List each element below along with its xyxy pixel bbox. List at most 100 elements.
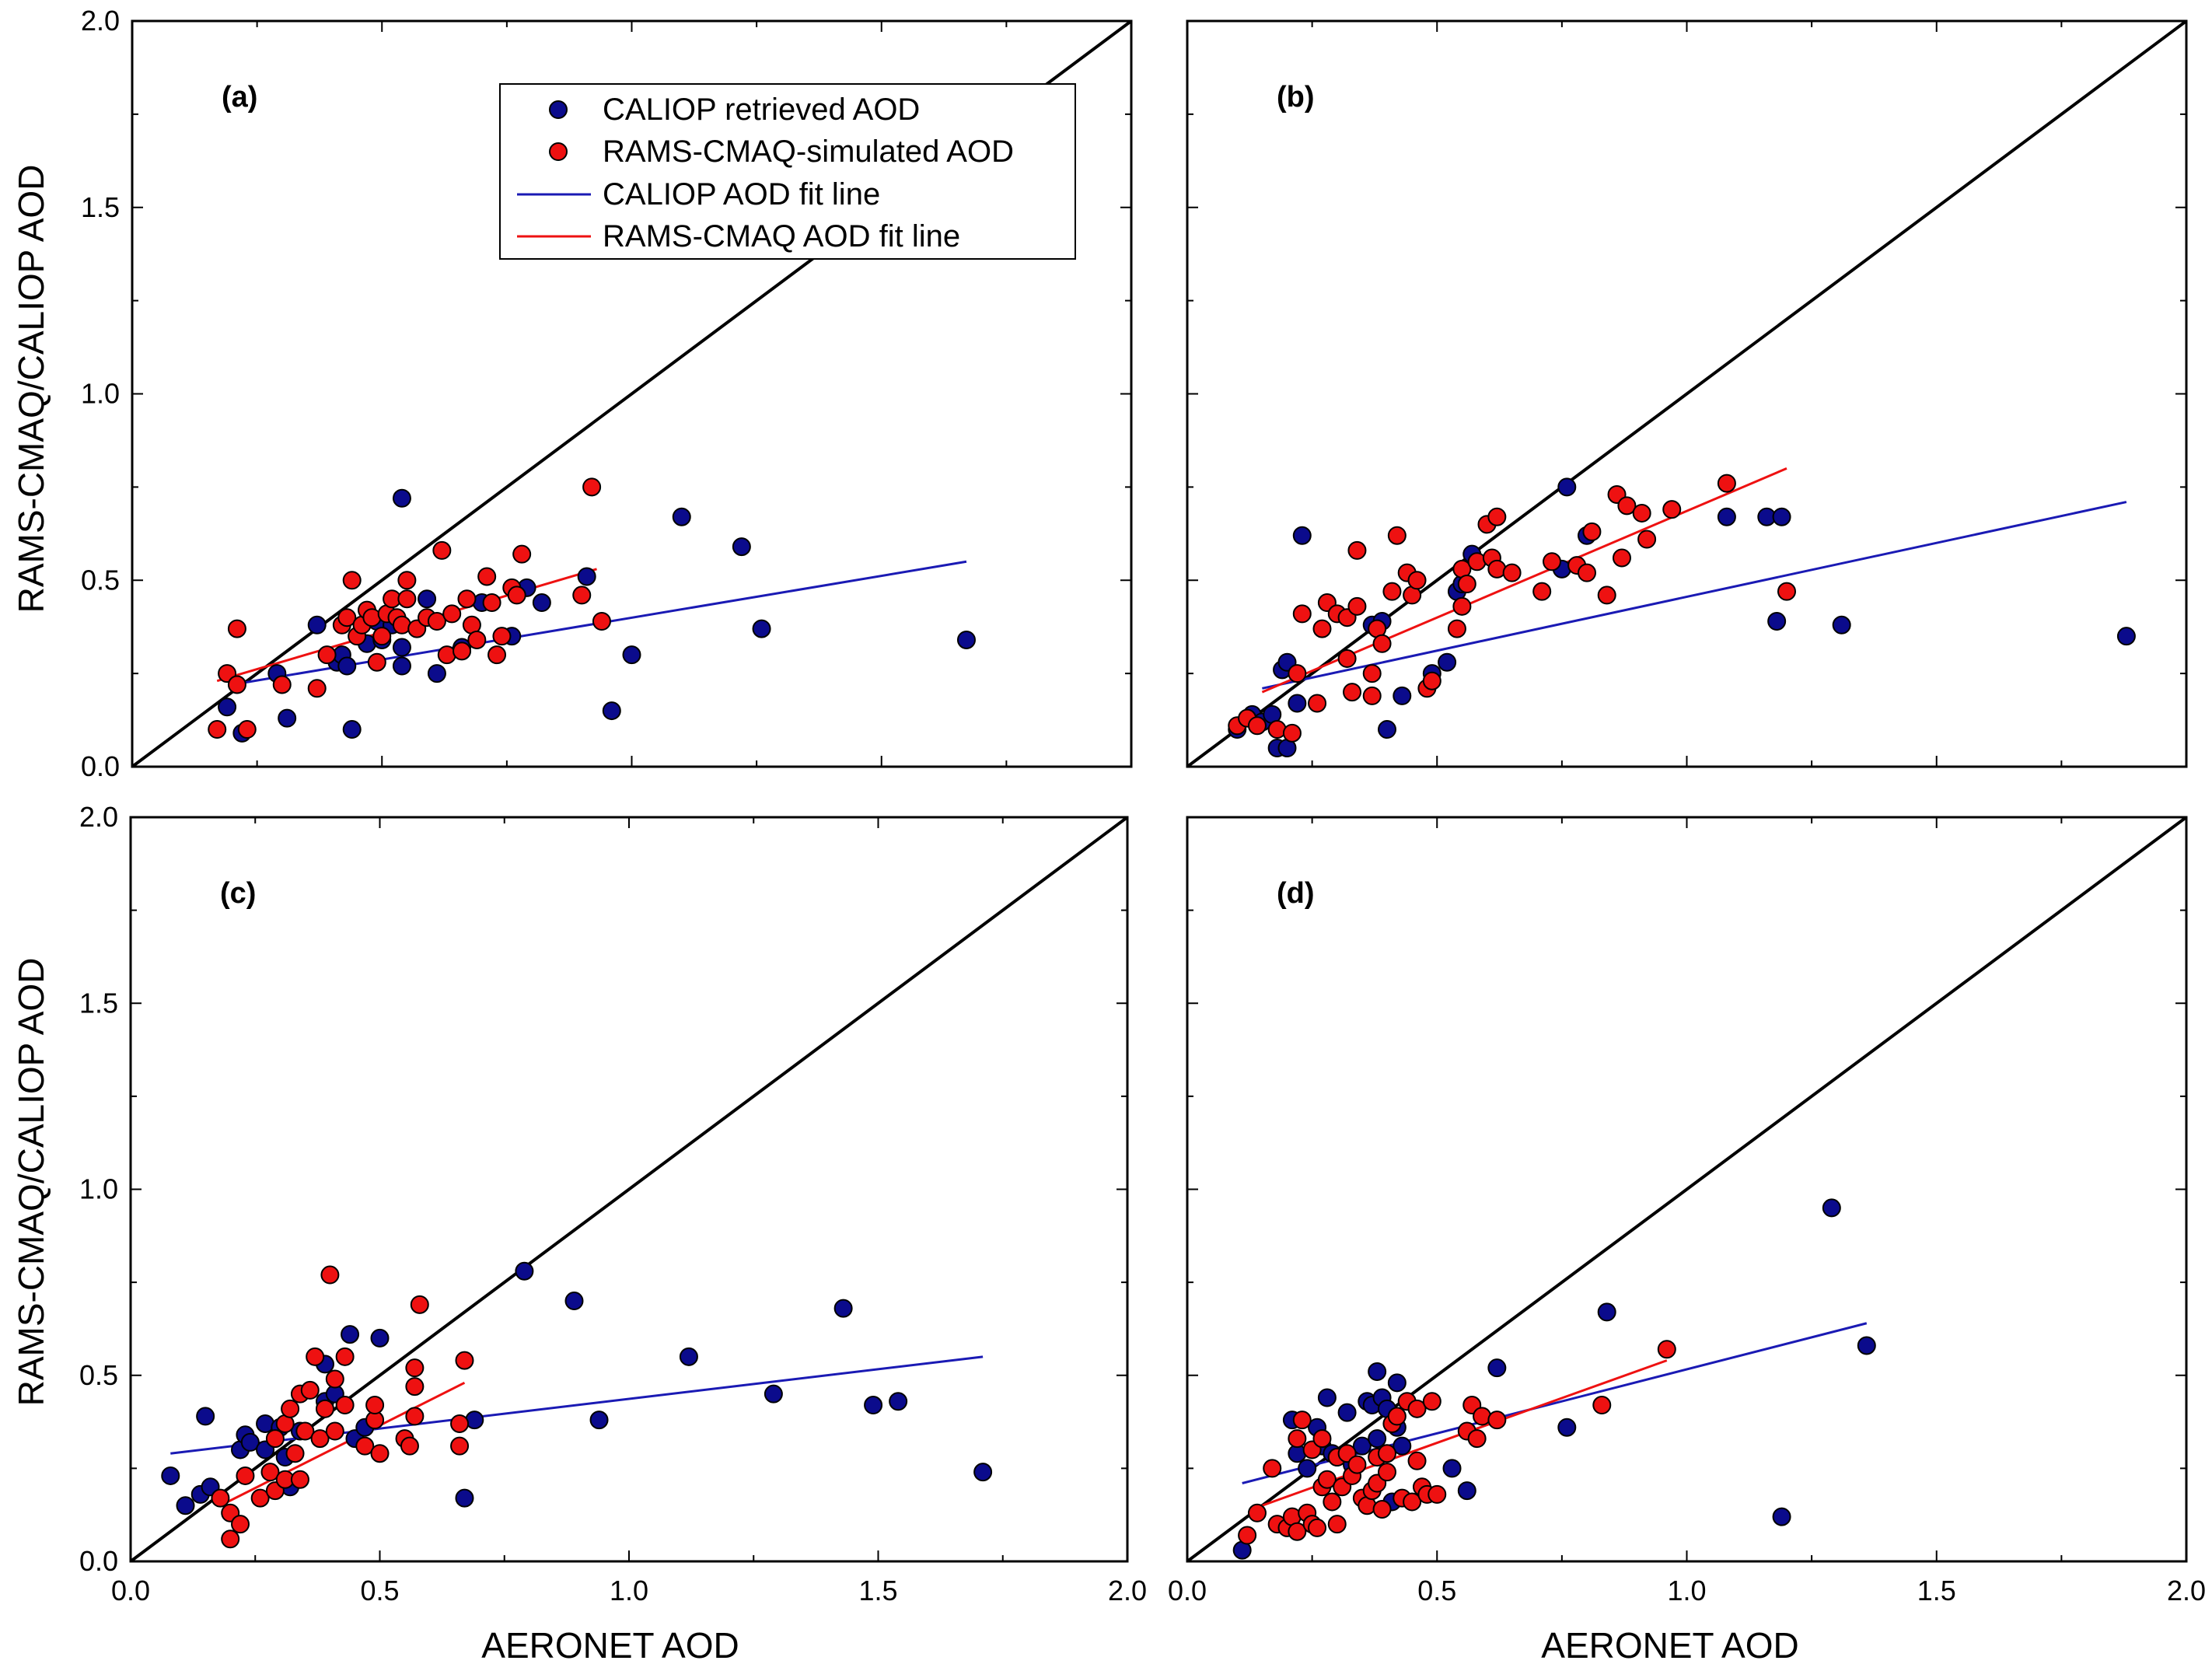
rams-point bbox=[1382, 582, 1402, 601]
rams-point bbox=[467, 630, 487, 649]
y-tick-label: 2.0 bbox=[81, 5, 120, 37]
rams-point bbox=[1327, 1515, 1347, 1534]
panel-label: (b) bbox=[1277, 81, 1315, 114]
rams-point bbox=[1717, 474, 1736, 493]
rams-point bbox=[370, 1444, 390, 1463]
rams-point bbox=[1378, 1463, 1396, 1482]
plot-area bbox=[132, 21, 1131, 767]
rams-point bbox=[295, 1421, 315, 1441]
rams-point bbox=[397, 589, 417, 609]
rams-point bbox=[1632, 503, 1651, 523]
caliop-point bbox=[240, 1432, 260, 1452]
plot-area bbox=[131, 817, 1127, 1561]
rams-point bbox=[1427, 1484, 1447, 1504]
caliop-point bbox=[1288, 694, 1307, 713]
rams-point bbox=[1247, 1503, 1267, 1522]
caliop-point bbox=[1717, 507, 1736, 526]
caliop-point bbox=[752, 619, 771, 638]
rams-point bbox=[1502, 563, 1522, 582]
caliop-point bbox=[1352, 1436, 1372, 1456]
plot-area bbox=[1187, 817, 2186, 1561]
rams-point bbox=[453, 641, 472, 661]
caliop-point bbox=[1393, 1436, 1412, 1456]
rams-point bbox=[457, 589, 477, 609]
rams-point bbox=[1447, 619, 1466, 638]
rams-point bbox=[337, 608, 357, 628]
caliop-point bbox=[1487, 1358, 1507, 1378]
rams-point bbox=[397, 571, 417, 590]
panel-frame bbox=[1186, 816, 2188, 1563]
rams-point bbox=[455, 1351, 474, 1370]
caliop-point bbox=[1597, 1302, 1616, 1322]
rams-point bbox=[365, 1396, 385, 1415]
rams-point bbox=[310, 1429, 330, 1449]
rams-point bbox=[265, 1429, 285, 1449]
caliop-point bbox=[341, 1325, 360, 1344]
y-tick-label: 0.0 bbox=[81, 750, 120, 782]
rams-point bbox=[208, 720, 227, 739]
rams-point bbox=[306, 1347, 325, 1366]
rams-point bbox=[1347, 596, 1367, 616]
x-tick-label: 0.5 bbox=[1417, 1575, 1456, 1606]
rams-point bbox=[592, 611, 611, 631]
caliop-point bbox=[577, 567, 596, 586]
y-tick-label: 1.5 bbox=[81, 191, 120, 223]
rams-point bbox=[1597, 586, 1616, 605]
caliop-point bbox=[278, 708, 297, 728]
rams-point bbox=[1407, 1399, 1427, 1418]
legend-caliop-marker bbox=[549, 100, 568, 119]
legend-box bbox=[499, 83, 1076, 260]
rams-point bbox=[1452, 596, 1472, 616]
caliop-point bbox=[161, 1466, 180, 1485]
y-tick-label: 1.0 bbox=[81, 378, 120, 410]
caliop-point bbox=[532, 593, 551, 613]
rams-point bbox=[211, 1488, 230, 1508]
rams-point bbox=[512, 544, 532, 564]
caliop-point bbox=[833, 1299, 853, 1318]
caliop-point bbox=[1457, 1481, 1476, 1501]
caliop-point bbox=[307, 615, 327, 634]
rams-point bbox=[410, 1295, 429, 1314]
rams-point bbox=[450, 1414, 470, 1433]
caliop-point bbox=[889, 1392, 908, 1411]
rams-point bbox=[227, 675, 246, 694]
rams-point bbox=[572, 586, 592, 605]
y-tick-label: 0.0 bbox=[79, 1545, 118, 1577]
rams-point bbox=[1362, 664, 1382, 683]
rams-point bbox=[285, 1444, 305, 1463]
rams-point bbox=[450, 1436, 470, 1456]
rams-point bbox=[432, 540, 452, 560]
panel-frame bbox=[129, 816, 1129, 1563]
rams-point bbox=[335, 1396, 355, 1415]
x-tick-label: 1.5 bbox=[858, 1575, 897, 1606]
rams-point bbox=[1487, 1411, 1507, 1430]
rams-point bbox=[237, 720, 257, 739]
legend-caliop-points: CALIOP retrieved AOD bbox=[603, 93, 920, 127]
rams-point bbox=[1337, 648, 1357, 668]
rams-point bbox=[477, 567, 497, 586]
caliop-point bbox=[418, 589, 437, 609]
rams-point bbox=[1263, 1459, 1282, 1478]
caliop-point bbox=[342, 720, 362, 739]
rams-point bbox=[1282, 723, 1302, 743]
caliop-point bbox=[2116, 627, 2136, 646]
rams-fit-line bbox=[219, 1381, 466, 1507]
rams-point bbox=[227, 619, 246, 638]
rams-point bbox=[492, 627, 512, 646]
caliop-point bbox=[1772, 1507, 1791, 1526]
rams-point bbox=[405, 1377, 425, 1397]
rams-point bbox=[1422, 671, 1441, 690]
rams-point bbox=[342, 571, 362, 590]
rams-point bbox=[1467, 1429, 1487, 1449]
caliop-point bbox=[1857, 1336, 1876, 1355]
rams-point bbox=[1662, 500, 1682, 519]
panel-d: 0.0 0.5 1.0 1.5 2.0 (d) bbox=[1168, 816, 2206, 1606]
caliop-point bbox=[1298, 1459, 1317, 1478]
rams-point bbox=[1457, 575, 1476, 594]
caliop-point bbox=[1772, 507, 1791, 526]
caliop-point bbox=[337, 656, 357, 676]
rams-point bbox=[582, 477, 602, 497]
rams-point bbox=[355, 1436, 375, 1456]
rams-point bbox=[1592, 1396, 1612, 1415]
caliop-point bbox=[864, 1396, 883, 1415]
